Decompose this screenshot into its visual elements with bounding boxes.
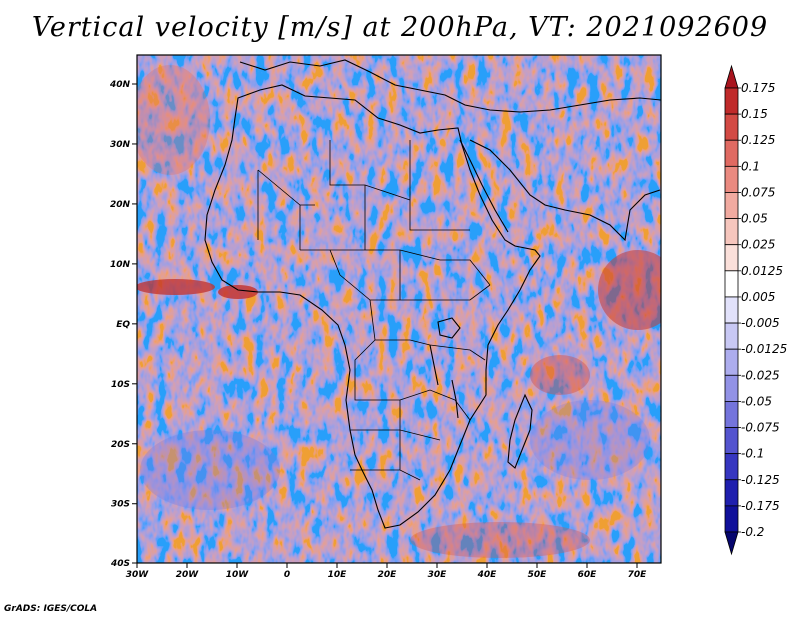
colorbar-segment: [724, 192, 739, 219]
map-field: [137, 55, 661, 563]
lon-tick-label: 30W: [126, 570, 150, 580]
colorbar-segment: [724, 479, 739, 507]
country-borders: [257, 140, 491, 481]
lat-tick-label: 40N: [109, 80, 131, 90]
colorbar-segment: [724, 218, 739, 246]
colorbar-label: 0.05: [741, 212, 768, 226]
ascent-region-west-africa-coast: [218, 285, 258, 299]
colorbar-top-arrow: [724, 64, 739, 89]
colorbar-segment: [724, 505, 739, 533]
lon-tick-label: 50E: [528, 570, 548, 580]
map-frame: [136, 54, 662, 564]
colorbar-bottom-arrow: [724, 531, 739, 556]
colorbar-segment: [724, 374, 739, 402]
lon-tick-label: 20E: [378, 570, 398, 580]
lon-tick-label: 10E: [328, 570, 348, 580]
page-title: Vertical velocity [m/s] at 200hPa, VT: 2…: [31, 12, 769, 43]
colorbar-label: 0.125: [741, 133, 775, 147]
longitude-axis: 30W 20W 10W 0 10E 20E 30E 40E 50E 60E 70E: [126, 563, 647, 580]
colorbar-segment: [724, 348, 739, 376]
lon-tick-label: 20W: [176, 570, 200, 580]
colorbar: 0.175 0.15 0.125 0.1 0.075 0.05 0.025 0.0125 0.0…: [724, 64, 787, 556]
colorbar-label: 0.175: [741, 81, 775, 95]
arabian-peninsula-coastline: [469, 139, 661, 242]
colorbar-segment: [724, 139, 739, 167]
colorbar-label: 0.15: [741, 107, 768, 121]
colorbar-label: -0.05: [741, 394, 772, 408]
africa-coastline: [204, 84, 541, 529]
colorbar-label: 0.1: [741, 159, 760, 173]
lat-tick-label: 30N: [110, 140, 131, 150]
colorbar-label: -0.075: [741, 421, 780, 435]
lake-malawi: [451, 379, 459, 419]
ascent-region-itcz-gulf-of-guinea: [137, 279, 215, 295]
colorbar-label: 0.075: [741, 185, 775, 199]
colorbar-label: -0.0125: [741, 342, 787, 356]
colorbar-label: 0.0125: [741, 264, 783, 278]
colorbar-segment: [724, 322, 739, 350]
colorbar-label: -0.175: [741, 499, 780, 513]
credit-text: GrADS: IGES/COLA: [4, 604, 98, 614]
colorbar-segment: [724, 87, 739, 115]
lon-tick-label: 30E: [428, 570, 448, 580]
colorbar-segment: [724, 427, 739, 455]
lon-tick-label: 60E: [578, 570, 598, 580]
red-sea-west-coast: [459, 139, 509, 233]
coastlines: [204, 59, 661, 529]
lake-victoria: [437, 317, 461, 339]
ascent-region-southern-ocean: [410, 522, 590, 558]
colorbar-segment: [724, 401, 739, 428]
lon-tick-label: 70E: [628, 570, 648, 580]
lat-tick-label: EQ: [116, 320, 130, 330]
colorbar-segment: [724, 113, 739, 141]
colorbar-segment: [724, 270, 739, 298]
colorbar-label: -0.125: [741, 473, 780, 487]
colorbar-label: 0.005: [741, 290, 775, 304]
ascent-region-indian-ocean: [530, 355, 590, 395]
lake-tanganyika: [429, 344, 439, 386]
mediterranean-north-coast: [239, 59, 661, 113]
colorbar-segment: [724, 244, 739, 272]
lat-tick-label: 10S: [111, 380, 130, 390]
colorbar-label: -0.1: [741, 447, 764, 461]
colorbar-label: -0.2: [741, 525, 764, 539]
colorbar-segment: [724, 296, 739, 324]
ascent-region-north-atlantic: [137, 65, 210, 175]
descent-region-south-atlantic: [140, 430, 280, 510]
ascent-region-arabian-sea: [598, 250, 661, 330]
lat-tick-label: 20S: [111, 440, 130, 450]
descent-region-indian-ocean-south: [530, 400, 650, 480]
colorbar-segment: [724, 165, 739, 193]
lon-tick-label: 40E: [477, 570, 498, 580]
colorbar-label: -0.005: [741, 316, 780, 330]
colorbar-label: 0.025: [741, 238, 775, 252]
lat-tick-label: 20N: [110, 200, 131, 210]
colorbar-label: -0.025: [741, 368, 780, 382]
latitude-axis: 40N 30N 20N 10N EQ 10S 20S 30S 40S: [109, 80, 137, 569]
lat-tick-label: 40S: [110, 559, 130, 569]
lat-tick-label: 10N: [110, 260, 131, 270]
lon-tick-label: 0: [284, 570, 290, 580]
madagascar-coastline: [507, 393, 533, 469]
colorbar-segment: [724, 453, 739, 481]
lat-tick-label: 30S: [111, 500, 130, 510]
lon-tick-label: 10W: [226, 570, 250, 580]
